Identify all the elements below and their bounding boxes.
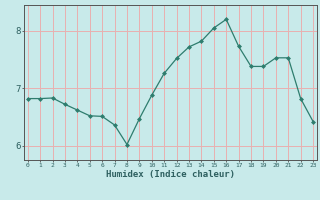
X-axis label: Humidex (Indice chaleur): Humidex (Indice chaleur) bbox=[106, 170, 235, 179]
